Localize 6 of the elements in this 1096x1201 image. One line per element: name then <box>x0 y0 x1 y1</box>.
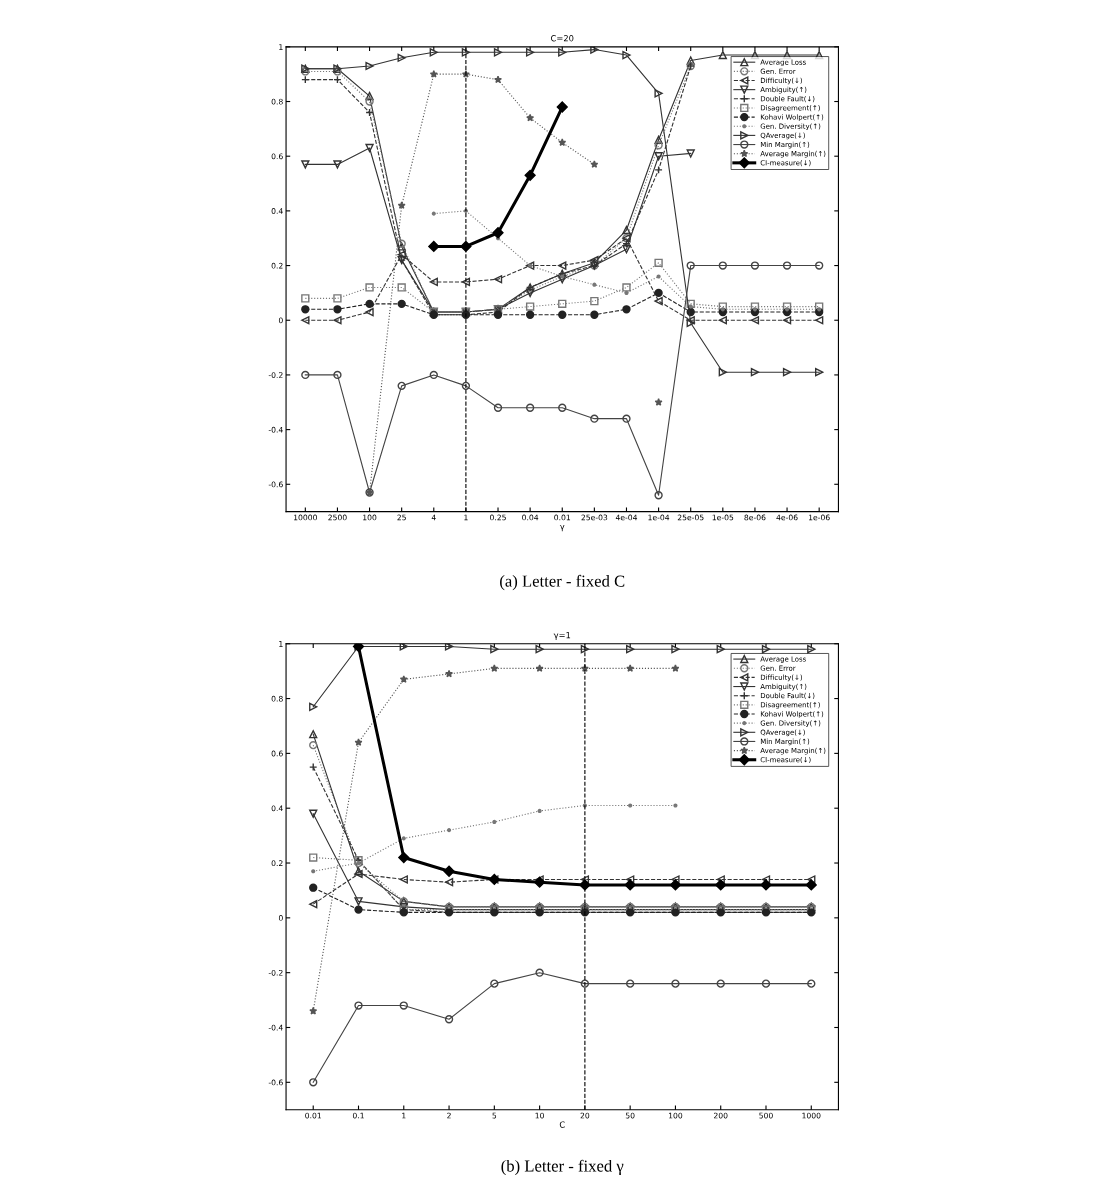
x-axis-title: γ <box>559 524 565 532</box>
text: (a) Letter - fixed C <box>500 574 625 591</box>
chart-title: C=20 <box>551 35 574 42</box>
text: (b) Letter - fixed γ <box>501 1159 624 1176</box>
x-axis-title: C <box>559 1121 565 1128</box>
chart-title: γ=1 <box>553 632 571 640</box>
